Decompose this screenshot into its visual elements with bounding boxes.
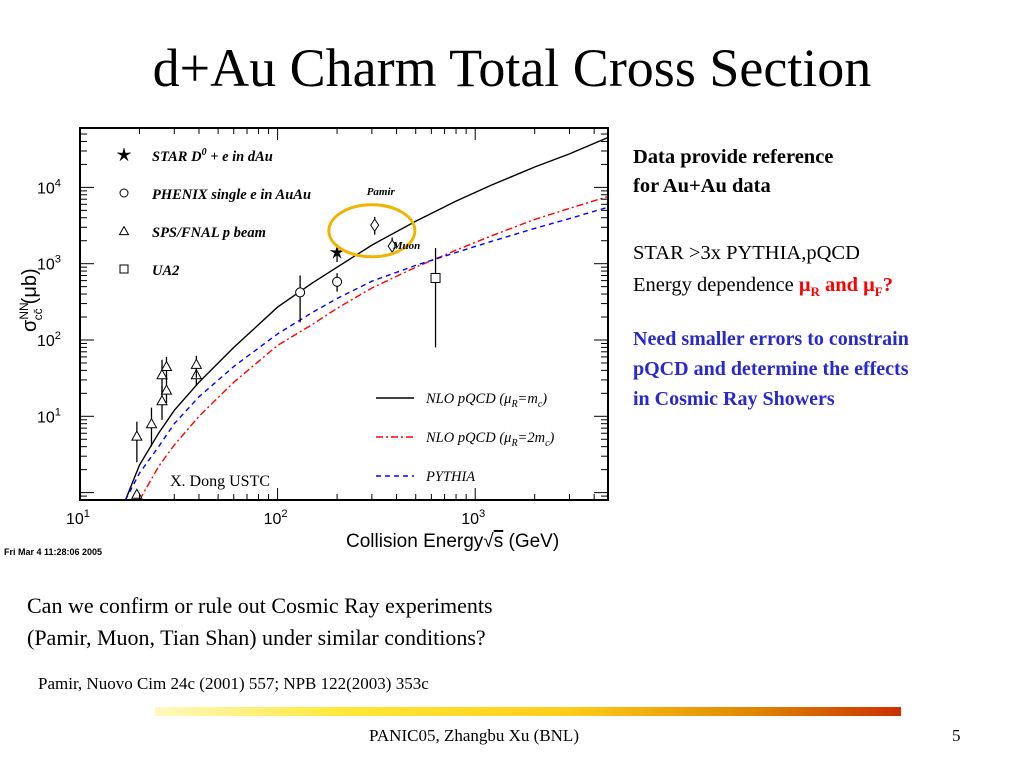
legend-label-1: PHENIX single e in AuAu: [152, 187, 311, 203]
y-axis-label: σNNcc̄(μb): [17, 268, 45, 332]
data-points: [131, 216, 441, 499]
curve-nlo-2mc: [138, 195, 608, 500]
annotation-muon: Muon: [392, 240, 421, 252]
curve-nlo-mc: [124, 136, 608, 500]
data-point-triangle-10: [156, 368, 168, 380]
curve-pythia: [124, 206, 608, 500]
question-line-1: Can we confirm or rule out Cosmic Ray ex…: [27, 593, 493, 618]
data-point-triangle-11: [160, 384, 173, 395]
x-tick-label-1: 102: [264, 508, 288, 528]
side-line-4: Energy dependence μR and μF?: [633, 269, 1013, 308]
legend-marker-star: [117, 147, 131, 161]
data-point-diamond-3: [370, 218, 380, 233]
question-mark: ?: [882, 274, 893, 296]
blue-line-2: pQCD and determine the effects: [633, 358, 909, 381]
mu-f-symbol: μF: [863, 274, 883, 300]
x-tick-label-2: 103: [461, 508, 485, 528]
data-point-square-5: [430, 272, 441, 283]
legend-line-label-0: NLO pQCD (μR=mc): [425, 391, 547, 410]
legend-label-2: SPS/FNAL p beam: [152, 225, 266, 241]
blue-line-3: in Cosmic Ray Showers: [633, 388, 835, 411]
side-line-1: Data provide reference: [633, 146, 834, 168]
annotation-pamir: Pamir: [367, 186, 396, 198]
chart-watermark: X. Dong USTC: [170, 473, 270, 490]
legend-marker-triangle: [118, 225, 130, 236]
and-word: and: [819, 274, 864, 296]
data-point-triangle-12: [160, 360, 173, 371]
legend-marker-square: [119, 264, 129, 274]
cross-section-chart: 101 102 103 101 102 103 104 Collision Energy√s …: [4, 127, 609, 557]
side-line-2: for Au+Au data: [633, 175, 771, 197]
data-point-diamond-4: [387, 239, 397, 254]
data-point-triangle-9: [156, 394, 168, 406]
legend-label-0: STAR D0 + e in dAu: [152, 147, 273, 165]
legend-line-label-2: PYTHIA: [425, 469, 475, 485]
question-line-2: (Pamir, Muon, Tian Shan) under similar c…: [27, 625, 486, 650]
data-point-circle-2: [332, 276, 343, 287]
x-axis-label: Collision Energy√s (GeV): [346, 531, 559, 552]
y-tick-label-0: 101: [37, 406, 61, 426]
blue-line-1: Need smaller errors to constrain: [633, 328, 909, 351]
y-tick-label-2: 103: [37, 254, 61, 274]
y-tick-label-1: 102: [37, 330, 61, 350]
highlight-ellipse: [327, 203, 417, 259]
chart-timestamp: Fri Mar 4 11:28:06 2005: [4, 547, 102, 557]
data-point-triangle-14: [190, 358, 203, 369]
y-tick-label-3: 104: [37, 177, 61, 197]
legend-label-3: UA2: [152, 263, 179, 279]
y-axis-label-text: σNNcc̄(μb): [17, 268, 45, 332]
legend: STAR D0 + e in dAu PHENIX single e in AuA…: [117, 147, 555, 485]
theory-curves: [124, 136, 608, 500]
page-number: 5: [952, 726, 961, 745]
data-point-triangle-7: [131, 430, 143, 441]
footer-text: PANIC05, Zhangbu Xu (BNL): [369, 726, 579, 745]
legend-marker-circle: [119, 188, 129, 198]
slide-title: d+Au Charm Total Cross Section: [152, 38, 872, 98]
data-point-circle-1: [295, 287, 306, 298]
side-line-3: STAR >3x PYTHIA,pQCD: [633, 242, 860, 264]
data-point-triangle-8: [145, 417, 158, 429]
plot-frame: [79, 127, 609, 501]
energy-dependence-text: Energy dependence: [633, 274, 799, 296]
axes: 101 102 103 101 102 103 104 Collision Energy√s …: [17, 127, 609, 552]
side-note: Data provide reference for Au+Au data ST…: [633, 141, 1013, 414]
question-text: Can we confirm or rule out Cosmic Ray ex…: [27, 590, 493, 654]
reference-text: Pamir, Nuovo Cim 24c (2001) 557; NPB 122…: [38, 674, 429, 693]
data-point-triangle-6: [131, 488, 143, 499]
footer-accent-bar: [155, 707, 901, 716]
x-tick-label-0: 101: [66, 508, 90, 528]
mu-r-symbol: μR: [798, 274, 820, 300]
legend-line-label-1: NLO pQCD (μR=2mc): [425, 430, 555, 449]
